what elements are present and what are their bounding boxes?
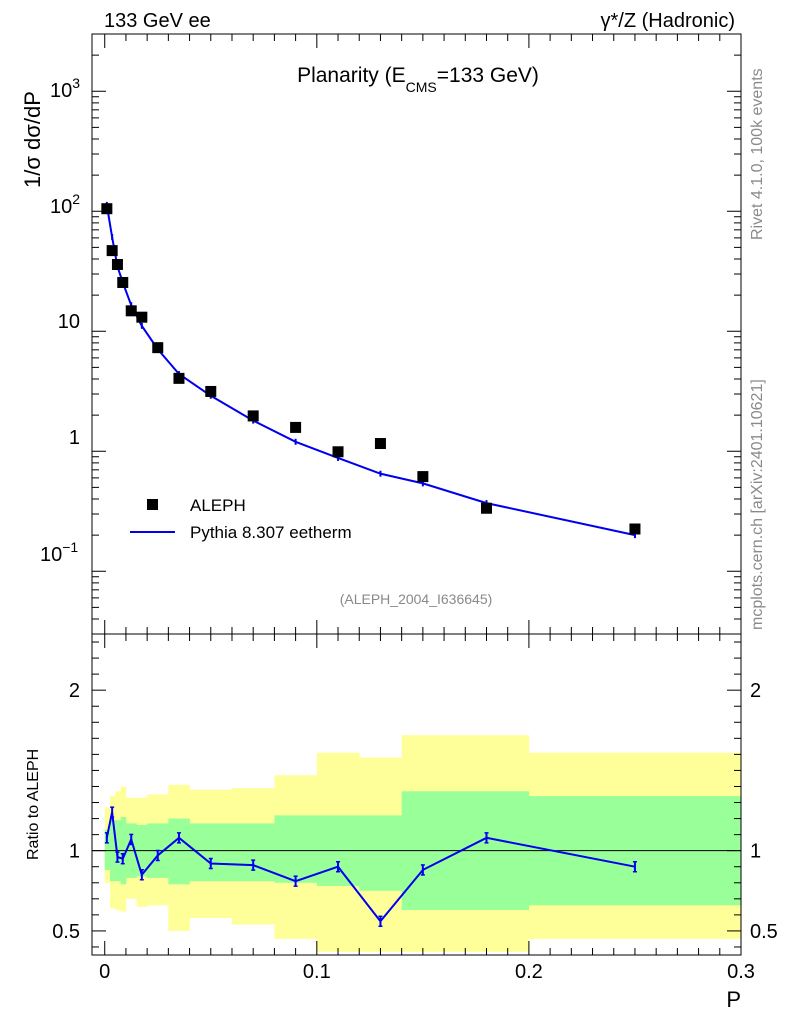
- ytick-label-10: 10: [58, 311, 80, 333]
- ytick-label-1000: 103: [50, 75, 80, 102]
- aleph-data-point: [136, 311, 148, 323]
- ratio-ytick-label-left: 1: [69, 841, 80, 863]
- mcplots-label: mcplots.cern.ch [arXiv:2401.10621]: [749, 379, 766, 630]
- rivet-version-label: Rivet 4.1.0, 100k events: [749, 68, 766, 240]
- ratio-ylabel: Ratio to ALEPH: [25, 749, 42, 860]
- ratio-frame: [91, 633, 742, 956]
- ratio-ytick-label-right: 0.5: [750, 921, 778, 943]
- ytick-label-1: 1: [69, 427, 80, 449]
- main-frame: [91, 33, 742, 635]
- aleph-data-point: [111, 258, 123, 270]
- xtick-label: 0.1: [303, 961, 331, 983]
- legend-marker-aleph: [147, 499, 158, 510]
- aleph-data-point: [106, 245, 118, 257]
- x-axis-label: P: [726, 987, 741, 1012]
- header-left-label: 133 GeV ee: [104, 10, 211, 32]
- ytick-label-0.1: 10−1: [40, 539, 78, 566]
- main-ytick-labels: 103 102 10 1 10−1: [40, 75, 80, 566]
- aleph-data-point: [247, 410, 259, 422]
- aleph-data-point: [152, 342, 164, 354]
- aleph-data-point: [480, 502, 492, 514]
- legend-label-pythia: Pythia 8.307 eetherm: [190, 523, 352, 542]
- ratio-curve: [105, 811, 636, 923]
- ratio-uncertainty-bands: [104, 735, 742, 952]
- green-band-bin: [104, 829, 111, 870]
- green-band-bin: [168, 818, 190, 885]
- ratio-ytick-label-left: 0.5: [52, 921, 80, 943]
- aleph-data-point: [332, 446, 344, 458]
- aleph-data-point: [205, 385, 217, 397]
- legend: ALEPH Pythia 8.307 eetherm: [130, 496, 352, 542]
- ratio-ytick-label-right: 1: [750, 841, 761, 863]
- aleph-data-point: [173, 372, 185, 384]
- aleph-data-point: [125, 305, 137, 317]
- green-band-bin: [359, 815, 402, 891]
- main-title: Planarity (ECMS=133 GeV): [297, 64, 539, 95]
- aleph-data-point: [374, 438, 386, 450]
- green-band-bin: [231, 823, 275, 882]
- header-right-label: γ*/Z (Hadronic): [601, 10, 735, 32]
- pythia-curve: [105, 204, 636, 537]
- xtick-label: 0.3: [727, 961, 755, 983]
- aleph-data-point: [290, 421, 302, 433]
- xtick-label: 0: [99, 961, 110, 983]
- aleph-data-point: [117, 276, 129, 288]
- legend-label-aleph: ALEPH: [190, 496, 246, 515]
- main-panel: Planarity (ECMS=133 GeV) 1/σ dσ/dP 103 1…: [20, 64, 539, 607]
- ratio-ytick-label-left: 2: [69, 680, 80, 702]
- analysis-tag: (ALEPH_2004_I636645): [340, 591, 493, 607]
- aleph-data-point: [417, 471, 429, 483]
- ratio-panel: Ratio to ALEPH P: [25, 735, 742, 1012]
- main-ylabel: 1/σ dσ/dP: [20, 91, 45, 188]
- ratio-ytick-label-right: 2: [750, 680, 761, 702]
- aleph-data-point: [629, 523, 641, 535]
- aleph-data-point: [101, 203, 113, 215]
- ytick-label-100: 102: [50, 191, 80, 218]
- green-band-bin: [274, 815, 318, 883]
- xtick-label: 0.2: [515, 961, 543, 983]
- chart-marks: 0.5 0.5 1 1 2 2 0 0.1 0.2 0.3: [52, 33, 778, 983]
